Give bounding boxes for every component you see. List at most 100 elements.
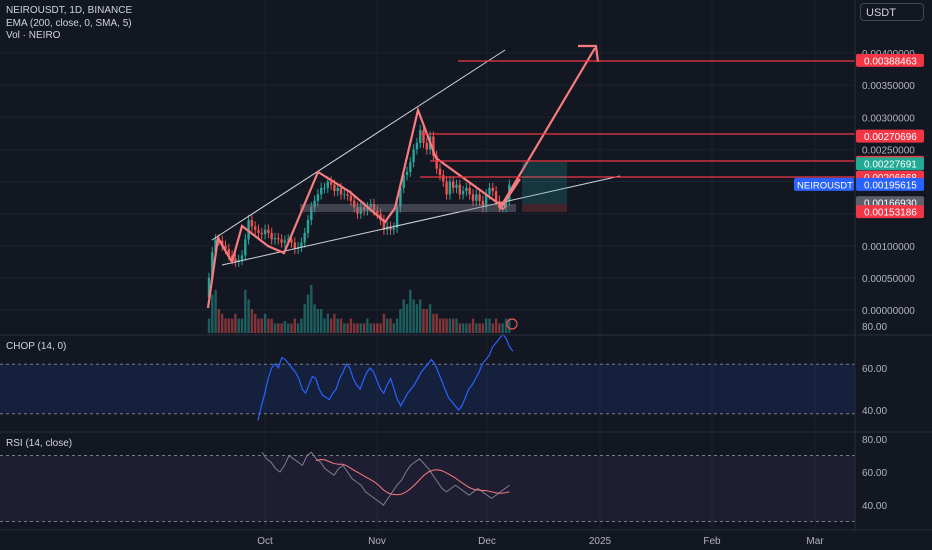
candle-body: [461, 191, 465, 195]
candle-body: [376, 210, 379, 214]
volume-bar: [343, 323, 346, 333]
time-tick-label: 2025: [589, 536, 612, 547]
volume-bar: [419, 299, 422, 333]
symbol-line[interactable]: NEIROUSDT, 1D, BINANCE: [6, 5, 133, 16]
rsi-ma-line: [315, 459, 510, 496]
volume-bar: [280, 323, 283, 333]
candle-body: [290, 239, 293, 243]
candle-body: [452, 181, 455, 188]
time-tick-label: Dec: [478, 536, 496, 547]
symbol-tag-text: NEIROUSDT: [797, 180, 853, 191]
volume-bar: [267, 318, 270, 333]
volume-bar: [303, 304, 306, 333]
candle-body: [316, 194, 320, 201]
price-label-box: [856, 157, 924, 171]
candle-body: [402, 175, 405, 188]
time-tick-label: Nov: [368, 536, 386, 547]
volume-bar: [221, 313, 224, 333]
volume-bar: [339, 318, 343, 333]
chop-band: [0, 364, 855, 414]
time-tick-label: Mar: [806, 536, 824, 547]
volume-bar: [237, 318, 240, 333]
volume-bar: [475, 323, 478, 333]
rsi-band: [0, 455, 855, 522]
volume-bar: [254, 313, 257, 333]
candle-body: [234, 258, 237, 262]
candle-body: [293, 242, 296, 249]
volume-bar: [494, 318, 498, 333]
ema-indicator-line[interactable]: EMA (200, close, 0, SMA, 5): [6, 18, 132, 29]
volume-indicator-line[interactable]: Vol · NEIRO: [6, 30, 61, 41]
candle-body: [287, 239, 290, 241]
price-tick-label: 0.00250000: [862, 145, 915, 156]
candle-body: [389, 226, 392, 230]
candle-body: [303, 232, 306, 243]
volume-bar: [244, 289, 247, 333]
volume-bar: [260, 318, 263, 333]
zigzag-pattern: [206, 106, 521, 309]
candle-body: [382, 220, 386, 230]
candle-body: [369, 203, 372, 208]
candle-body: [263, 229, 267, 235]
chop-line: [257, 333, 514, 421]
volume-bar: [422, 309, 425, 333]
rsi-pane: 80.00 60.00 40.00: [0, 435, 887, 522]
volume-bar: [478, 323, 481, 333]
volume-bar: [353, 323, 356, 333]
volume-bar: [227, 318, 230, 333]
candle-body: [283, 240, 287, 243]
price-label-text: 0.00270696: [864, 132, 917, 143]
chart-drawings: [206, 44, 855, 330]
candle-body: [356, 207, 359, 214]
price-tick-label: 0.00000000: [862, 306, 915, 317]
candle-body: [267, 229, 270, 233]
candle-body: [250, 220, 254, 227]
volume-bar: [366, 318, 369, 333]
price-tick-label: 0.00100000: [862, 242, 915, 253]
price-tick-label: 0.00350000: [862, 81, 915, 92]
volume-bar: [452, 318, 455, 333]
volume-bar: [448, 318, 452, 333]
candle-body: [501, 207, 504, 209]
candle-body: [399, 187, 402, 208]
volume-bar: [491, 323, 494, 333]
chop-label[interactable]: CHOP (14, 0): [6, 341, 67, 352]
volume-bar: [296, 323, 300, 333]
candle-body: [481, 200, 485, 208]
volume-bar: [230, 318, 234, 333]
position-profit-zone: [522, 162, 567, 204]
volume-bar: [346, 323, 349, 333]
candle-body: [254, 226, 257, 230]
volume-bar: [240, 318, 244, 333]
volume-bar: [488, 318, 491, 333]
volume-bar: [329, 318, 333, 333]
candle-body: [445, 181, 448, 195]
candle-body: [432, 136, 435, 156]
volume-bar: [326, 313, 329, 333]
candle-body: [349, 195, 353, 201]
volume-bar: [323, 318, 326, 333]
price-label-text: 0.00227691: [864, 160, 917, 171]
volume-bar: [389, 318, 392, 333]
price-label-box: [856, 205, 924, 219]
volume-bar: [310, 285, 313, 333]
candle-body: [214, 239, 217, 253]
volume-bar: [465, 323, 468, 333]
candle-body: [224, 245, 227, 249]
candle-body: [277, 238, 280, 240]
candle-body: [412, 149, 415, 163]
volume-bar: [386, 318, 389, 333]
volume-bar: [356, 323, 359, 333]
rsi-line: [261, 451, 510, 506]
volume-bar: [369, 323, 372, 333]
candle-body: [504, 200, 508, 208]
position-loss-zone: [522, 204, 567, 212]
volume-bar: [415, 304, 419, 333]
currency-button[interactable]: USDT: [860, 3, 924, 21]
volume-bar: [395, 318, 399, 333]
grid-lines: [0, 0, 855, 530]
rsi-label[interactable]: RSI (14, close): [6, 438, 73, 449]
candle-body: [395, 207, 399, 228]
price-label-text: 0.00153186: [864, 208, 917, 219]
